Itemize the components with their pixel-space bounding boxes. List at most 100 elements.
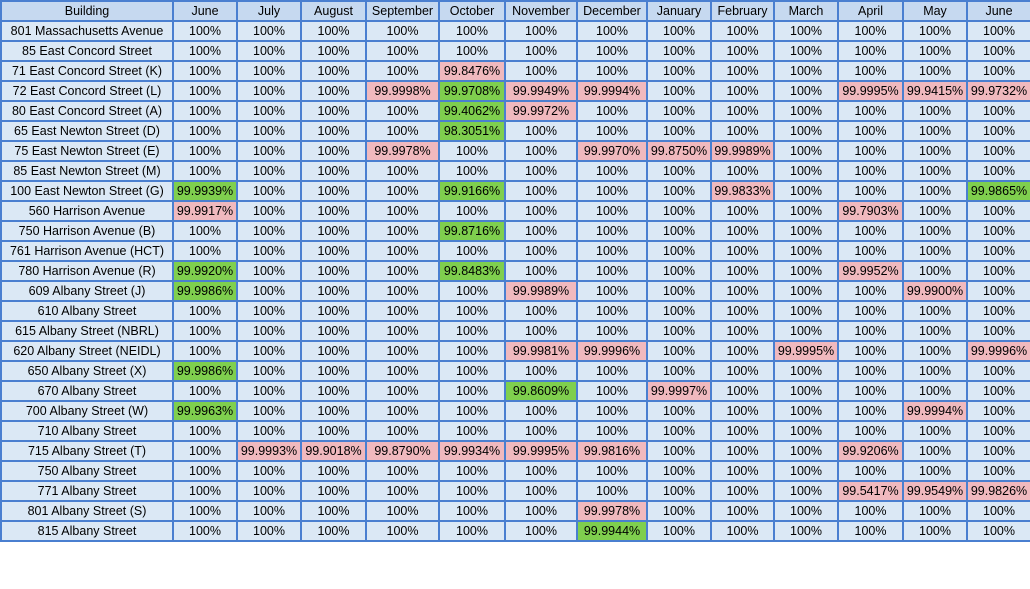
availability-cell[interactable]: 100% <box>365 320 440 342</box>
availability-cell[interactable]: 99.8750% <box>646 140 712 162</box>
availability-cell[interactable]: 100% <box>365 280 440 302</box>
availability-cell[interactable]: 100% <box>365 220 440 242</box>
availability-cell[interactable]: 100% <box>504 120 578 142</box>
availability-cell[interactable]: 100% <box>773 280 839 302</box>
availability-cell[interactable]: 100% <box>576 380 648 402</box>
availability-cell[interactable]: 100% <box>646 60 712 82</box>
availability-cell[interactable]: 100% <box>365 400 440 422</box>
availability-cell[interactable]: 100% <box>504 360 578 382</box>
availability-cell[interactable]: 100% <box>576 280 648 302</box>
availability-cell[interactable]: 100% <box>646 480 712 502</box>
availability-cell[interactable]: 100% <box>172 20 238 42</box>
availability-cell[interactable]: 100% <box>438 320 506 342</box>
availability-cell[interactable]: 100% <box>646 440 712 462</box>
availability-cell[interactable]: 100% <box>773 160 839 182</box>
availability-cell[interactable]: 100% <box>710 20 775 42</box>
availability-cell[interactable]: 100% <box>365 40 440 62</box>
availability-cell[interactable]: 99.9994% <box>576 80 648 102</box>
availability-cell[interactable]: 100% <box>966 120 1030 142</box>
availability-cell[interactable]: 100% <box>576 420 648 442</box>
availability-cell[interactable]: 100% <box>837 420 904 442</box>
building-name-cell[interactable]: 670 Albany Street <box>0 380 174 402</box>
availability-cell[interactable]: 100% <box>902 200 968 222</box>
availability-cell[interactable]: 100% <box>438 280 506 302</box>
availability-cell[interactable]: 99.4062% <box>438 100 506 122</box>
availability-cell[interactable]: 100% <box>646 120 712 142</box>
availability-cell[interactable]: 99.9981% <box>504 340 578 362</box>
availability-cell[interactable]: 100% <box>902 20 968 42</box>
availability-cell[interactable]: 100% <box>646 100 712 122</box>
availability-cell[interactable]: 99.9732% <box>966 80 1030 102</box>
building-name-cell[interactable]: 100 East Newton Street (G) <box>0 180 174 202</box>
availability-cell[interactable]: 100% <box>300 380 367 402</box>
availability-cell[interactable]: 100% <box>172 100 238 122</box>
availability-cell[interactable]: 100% <box>966 240 1030 262</box>
availability-cell[interactable]: 100% <box>710 240 775 262</box>
availability-cell[interactable]: 99.9826% <box>966 480 1030 502</box>
availability-cell[interactable]: 100% <box>646 40 712 62</box>
availability-cell[interactable]: 100% <box>710 460 775 482</box>
availability-cell[interactable]: 100% <box>300 460 367 482</box>
availability-cell[interactable]: 99.9206% <box>837 440 904 462</box>
availability-cell[interactable]: 100% <box>710 200 775 222</box>
column-header-month[interactable]: October <box>438 0 506 22</box>
availability-cell[interactable]: 100% <box>576 200 648 222</box>
availability-cell[interactable]: 100% <box>236 280 302 302</box>
column-header-month[interactable]: February <box>710 0 775 22</box>
availability-cell[interactable]: 100% <box>236 120 302 142</box>
availability-cell[interactable]: 100% <box>837 100 904 122</box>
availability-cell[interactable]: 100% <box>504 480 578 502</box>
availability-cell[interactable]: 100% <box>576 460 648 482</box>
availability-cell[interactable]: 100% <box>646 460 712 482</box>
availability-cell[interactable]: 100% <box>236 80 302 102</box>
availability-cell[interactable]: 100% <box>438 240 506 262</box>
availability-cell[interactable]: 100% <box>172 520 238 542</box>
availability-cell[interactable]: 100% <box>710 160 775 182</box>
availability-cell[interactable]: 99.9708% <box>438 80 506 102</box>
availability-cell[interactable]: 100% <box>172 460 238 482</box>
availability-cell[interactable]: 100% <box>966 60 1030 82</box>
availability-cell[interactable]: 100% <box>300 500 367 522</box>
availability-cell[interactable]: 100% <box>300 240 367 262</box>
building-name-cell[interactable]: 780 Harrison Avenue (R) <box>0 260 174 282</box>
availability-cell[interactable]: 100% <box>236 40 302 62</box>
building-name-cell[interactable]: 85 East Newton Street (M) <box>0 160 174 182</box>
availability-cell[interactable]: 100% <box>710 480 775 502</box>
building-name-cell[interactable]: 65 East Newton Street (D) <box>0 120 174 142</box>
availability-cell[interactable]: 100% <box>837 240 904 262</box>
availability-cell[interactable]: 100% <box>365 180 440 202</box>
building-name-cell[interactable]: 609 Albany Street (J) <box>0 280 174 302</box>
availability-cell[interactable]: 100% <box>902 360 968 382</box>
building-name-cell[interactable]: 750 Harrison Avenue (B) <box>0 220 174 242</box>
availability-cell[interactable]: 100% <box>438 400 506 422</box>
availability-cell[interactable]: 100% <box>504 40 578 62</box>
availability-cell[interactable]: 99.8716% <box>438 220 506 242</box>
availability-cell[interactable]: 100% <box>504 240 578 262</box>
availability-cell[interactable]: 100% <box>504 500 578 522</box>
availability-cell[interactable]: 100% <box>300 480 367 502</box>
building-name-cell[interactable]: 750 Albany Street <box>0 460 174 482</box>
availability-cell[interactable]: 100% <box>172 80 238 102</box>
availability-cell[interactable]: 100% <box>504 420 578 442</box>
availability-cell[interactable]: 100% <box>576 260 648 282</box>
availability-cell[interactable]: 100% <box>646 200 712 222</box>
availability-cell[interactable]: 100% <box>966 500 1030 522</box>
availability-cell[interactable]: 99.9978% <box>365 140 440 162</box>
availability-cell[interactable]: 100% <box>576 180 648 202</box>
availability-cell[interactable]: 99.8476% <box>438 60 506 82</box>
availability-cell[interactable]: 100% <box>837 300 904 322</box>
availability-cell[interactable]: 100% <box>236 380 302 402</box>
availability-cell[interactable]: 100% <box>576 320 648 342</box>
availability-cell[interactable]: 100% <box>365 480 440 502</box>
availability-cell[interactable]: 100% <box>837 280 904 302</box>
availability-cell[interactable]: 100% <box>365 100 440 122</box>
availability-cell[interactable]: 100% <box>300 520 367 542</box>
availability-cell[interactable]: 100% <box>710 40 775 62</box>
availability-cell[interactable]: 100% <box>172 320 238 342</box>
availability-cell[interactable]: 100% <box>966 40 1030 62</box>
column-header-month[interactable]: September <box>365 0 440 22</box>
availability-cell[interactable]: 100% <box>172 440 238 462</box>
availability-cell[interactable]: 100% <box>236 400 302 422</box>
availability-cell[interactable]: 100% <box>710 340 775 362</box>
building-name-cell[interactable]: 85 East Concord Street <box>0 40 174 62</box>
